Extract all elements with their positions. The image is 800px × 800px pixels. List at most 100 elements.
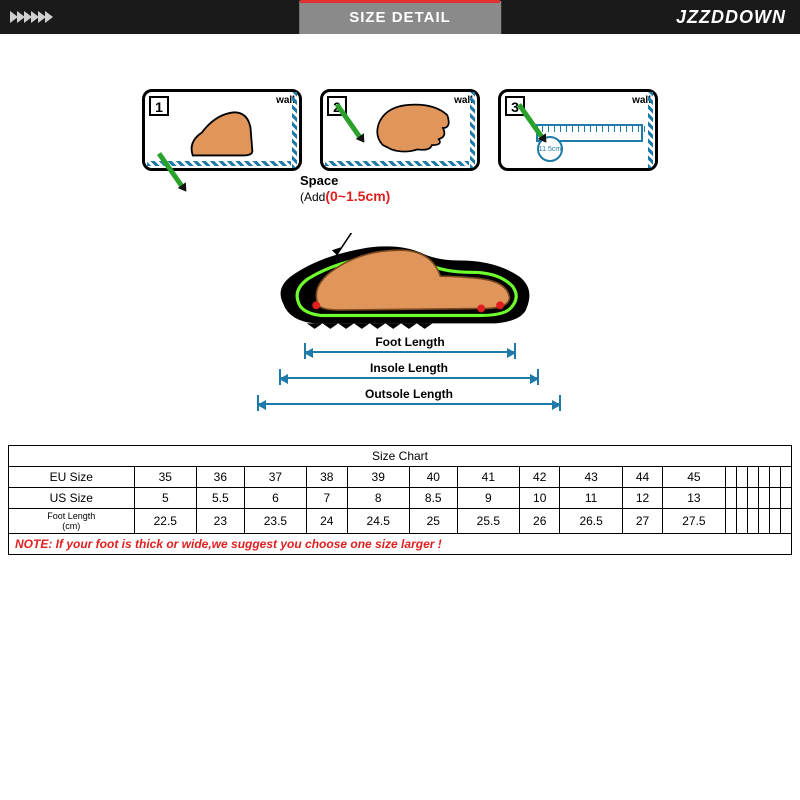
ruler-tick bbox=[584, 126, 585, 132]
foot-top-icon bbox=[368, 98, 458, 158]
table-cell: 11 bbox=[560, 488, 622, 509]
table-cell: 10 bbox=[520, 488, 560, 509]
measurement-steps: 1 wall 2 wall 3 wall 11.5cm bbox=[0, 89, 800, 171]
table-cell: 27 bbox=[622, 509, 662, 534]
chevron-icon bbox=[45, 11, 53, 23]
table-cell: 13 bbox=[663, 488, 725, 509]
table-cell bbox=[736, 467, 747, 488]
table-title-row: Size Chart bbox=[9, 446, 792, 467]
table-cell: 45 bbox=[663, 467, 725, 488]
table-cell: 35 bbox=[134, 467, 196, 488]
ruler-tick bbox=[608, 126, 609, 132]
table-cell: 6 bbox=[244, 488, 306, 509]
table-cell bbox=[725, 509, 736, 534]
table-cell: 5 bbox=[134, 488, 196, 509]
add-label: (Add(0~1.5cm) bbox=[300, 188, 390, 204]
dimension-label: Foot Length bbox=[365, 335, 455, 349]
table-cell bbox=[725, 467, 736, 488]
ground-hatch bbox=[325, 161, 469, 166]
ruler-tick bbox=[632, 126, 633, 132]
chevron-group bbox=[10, 11, 52, 23]
ruler-tick bbox=[644, 126, 645, 132]
table-cell bbox=[780, 467, 791, 488]
table-cell bbox=[747, 488, 758, 509]
table-cell bbox=[758, 488, 769, 509]
table-cell: 38 bbox=[307, 467, 347, 488]
ruler-tick bbox=[560, 126, 561, 132]
table-cell bbox=[758, 509, 769, 534]
add-prefix: (Add bbox=[300, 190, 325, 204]
table-cell: 40 bbox=[409, 467, 457, 488]
table-cell: 22.5 bbox=[134, 509, 196, 534]
row-label: EU Size bbox=[9, 467, 135, 488]
dimension-line bbox=[305, 351, 515, 353]
table-cell: 5.5 bbox=[196, 488, 244, 509]
step-2: 2 wall bbox=[320, 89, 480, 171]
dimension-tick bbox=[257, 395, 259, 411]
table-cell bbox=[769, 467, 780, 488]
table-cell: 44 bbox=[622, 467, 662, 488]
wall-hatch bbox=[292, 92, 297, 168]
ruler-tick bbox=[638, 126, 639, 132]
pencil-icon bbox=[157, 152, 184, 188]
dimension-tick bbox=[559, 395, 561, 411]
table-cell: 39 bbox=[347, 467, 409, 488]
table-cell: 24.5 bbox=[347, 509, 409, 534]
table-cell: 7 bbox=[307, 488, 347, 509]
table-note-row: NOTE: If your foot is thick or wide,we s… bbox=[9, 534, 792, 555]
pencil-icon bbox=[335, 103, 362, 139]
shoe-svg bbox=[240, 233, 570, 343]
table-cell: 9 bbox=[457, 488, 519, 509]
step-number: 1 bbox=[149, 96, 169, 116]
table-cell: 8.5 bbox=[409, 488, 457, 509]
table-cell: 8 bbox=[347, 488, 409, 509]
dimension-line bbox=[258, 403, 560, 405]
ruler-tick bbox=[554, 126, 555, 132]
table-cell bbox=[747, 467, 758, 488]
step-3: 3 wall 11.5cm bbox=[498, 89, 658, 171]
ruler-tick bbox=[548, 126, 549, 132]
ruler-tick bbox=[590, 126, 591, 132]
table-cell: 12 bbox=[622, 488, 662, 509]
ruler-tick bbox=[614, 126, 615, 132]
table-cell: 23.5 bbox=[244, 509, 306, 534]
table-cell: 26.5 bbox=[560, 509, 622, 534]
ruler-tick bbox=[602, 126, 603, 132]
table-cell: 41 bbox=[457, 467, 519, 488]
dimension-tick bbox=[514, 343, 516, 359]
table-cell: 26 bbox=[520, 509, 560, 534]
header-title: SIZE DETAIL bbox=[299, 1, 501, 34]
table-cell bbox=[747, 509, 758, 534]
table-cell bbox=[736, 509, 747, 534]
header-bar: SIZE DETAIL JZZDDOWN bbox=[0, 0, 800, 34]
table-cell bbox=[758, 467, 769, 488]
ruler-tick bbox=[620, 126, 621, 132]
table-cell: 43 bbox=[560, 467, 622, 488]
pencil-icon bbox=[517, 103, 544, 139]
table-cell: 24 bbox=[307, 509, 347, 534]
table-cell: 27.5 bbox=[663, 509, 725, 534]
accent-strip bbox=[300, 0, 500, 3]
table-title: Size Chart bbox=[9, 446, 792, 467]
wall-hatch bbox=[470, 92, 475, 168]
table-cell: 42 bbox=[520, 467, 560, 488]
table-cell bbox=[736, 488, 747, 509]
ruler-tick bbox=[578, 126, 579, 132]
ruler-tick bbox=[542, 126, 543, 132]
row-label: Foot Length(cm) bbox=[9, 509, 135, 534]
ruler-tick bbox=[566, 126, 567, 132]
wall-hatch bbox=[648, 92, 653, 168]
dimension-label: Outsole Length bbox=[364, 387, 454, 401]
dimension-tick bbox=[279, 369, 281, 385]
foot-diagram: Space (Add(0~1.5cm) Foot LengthInsole Le… bbox=[180, 193, 620, 413]
brand-logo: JZZDDOWN bbox=[676, 7, 786, 28]
table-row: EU Size3536373839404142434445 bbox=[9, 467, 792, 488]
table-cell: 23 bbox=[196, 509, 244, 534]
table-note: NOTE: If your foot is thick or wide,we s… bbox=[9, 534, 792, 555]
table-cell bbox=[780, 488, 791, 509]
table-cell bbox=[769, 488, 780, 509]
table-cell bbox=[780, 509, 791, 534]
size-chart-table: Size Chart EU Size3536373839404142434445… bbox=[8, 445, 792, 555]
row-label: US Size bbox=[9, 488, 135, 509]
dimension-line bbox=[280, 377, 538, 379]
